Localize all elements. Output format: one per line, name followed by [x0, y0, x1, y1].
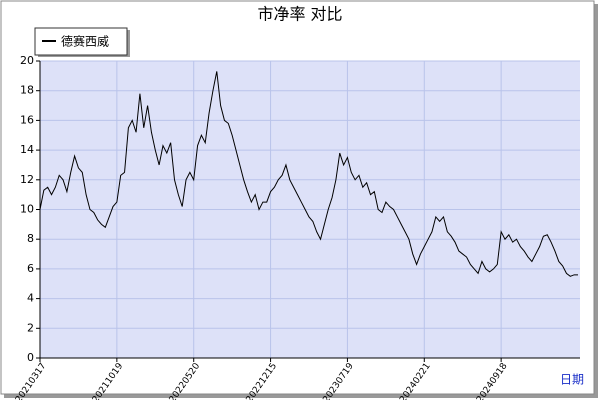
- data-line: [39, 71, 578, 277]
- y-tick-label: 12: [20, 173, 34, 186]
- chart-title: 市净率 对比: [257, 5, 342, 24]
- y-tick-label: 18: [20, 84, 34, 97]
- x-axis-label: 日期: [560, 373, 584, 387]
- y-tick-label: 0: [27, 351, 34, 364]
- y-tick-label: 2: [27, 321, 34, 334]
- y-tick-label: 8: [27, 232, 34, 245]
- y-tick-label: 20: [20, 54, 34, 67]
- y-tick-label: 10: [20, 203, 34, 216]
- lines: [39, 71, 578, 277]
- y-tick-label: 14: [20, 143, 34, 156]
- y-tick-label: 6: [27, 262, 34, 275]
- legend-label: 德赛西威: [61, 34, 109, 49]
- y-tick-label: 16: [20, 113, 34, 126]
- y-tick-label: 4: [27, 292, 34, 305]
